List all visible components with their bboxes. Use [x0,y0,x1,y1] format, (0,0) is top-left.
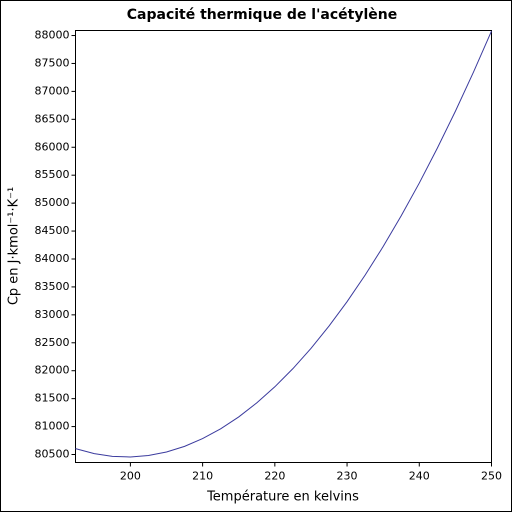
x-tick-label: 200 [120,470,141,483]
y-tick-label: 86000 [35,140,70,153]
y-tick-label: 83500 [35,280,70,293]
x-tick-label: 220 [264,470,285,483]
y-tick-label: 88000 [35,29,70,42]
x-tick-label: 240 [409,470,430,483]
y-tick-label: 84500 [35,224,70,237]
plot-frame [75,30,492,463]
x-tick-label: 230 [337,470,358,483]
y-tick-label: 83000 [35,308,70,321]
y-axis-label: Cp en J·kmol⁻¹·K⁻¹ [7,187,22,305]
y-tick-label: 81000 [35,420,70,433]
line [75,30,492,458]
y-tick-label: 84000 [35,252,70,265]
y-tick-label: 81500 [35,392,70,405]
y-tick-label: 82000 [35,364,70,377]
y-tick-label: 86500 [35,112,70,125]
x-tick-label: 250 [481,470,502,483]
y-tick-label: 85000 [35,196,70,209]
y-tick-label: 85500 [35,168,70,181]
y-tick-label: 87000 [35,84,70,97]
chart-title: Capacité thermique de l'acétylène [127,7,397,23]
y-tick-label: 80500 [35,448,70,461]
x-tick-label: 210 [192,470,213,483]
x-axis-label: Température en kelvins [206,490,359,505]
y-tick-label: 82500 [35,336,70,349]
y-tick-label: 87500 [35,56,70,69]
